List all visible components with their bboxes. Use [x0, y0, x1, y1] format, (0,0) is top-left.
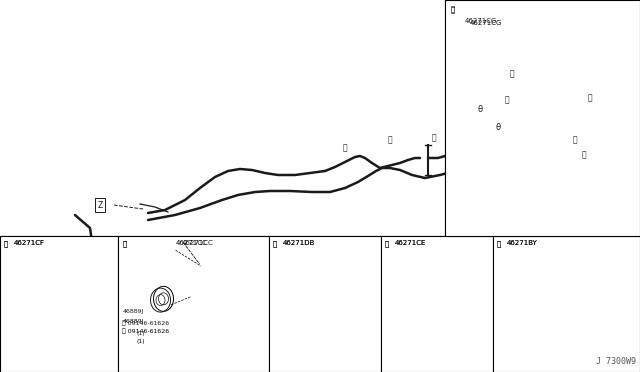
Bar	[48, 296, 63, 306]
Text: 46889J: 46889J	[122, 319, 144, 324]
Text: Ⓝ: Ⓝ	[342, 144, 348, 153]
Bar	[426, 308, 440, 317]
Bar	[312, 300, 329, 308]
Bar	[329, 305, 334, 309]
Bar	[48, 308, 63, 317]
Text: Ⓑ 09146-61626: Ⓑ 09146-61626	[122, 320, 170, 326]
Bar	[269, 236, 381, 372]
Bar	[214, 291, 227, 299]
Bar	[312, 291, 329, 299]
Bar	[0, 236, 118, 372]
Text: Ⓞ: Ⓞ	[122, 240, 127, 247]
Bar	[216, 292, 230, 300]
Bar	[48, 294, 63, 303]
Text: Ⓝ: Ⓝ	[4, 240, 8, 247]
Text: 46271CC: 46271CC	[175, 240, 207, 246]
Text: (1): (1)	[136, 339, 145, 344]
Text: Ⓟ: Ⓟ	[432, 134, 436, 142]
Bar	[0, 236, 118, 372]
Bar	[269, 236, 381, 372]
Bar	[48, 305, 63, 315]
Bar	[440, 296, 445, 300]
Bar	[440, 299, 445, 303]
Bar	[312, 303, 329, 311]
Bar	[63, 296, 68, 300]
Text: Ⓠ: Ⓠ	[385, 240, 389, 247]
Text: 46271CG: 46271CG	[465, 18, 497, 24]
Bar	[214, 301, 227, 310]
Text: Ⓟ: Ⓟ	[509, 70, 515, 78]
Text: 46271CG: 46271CG	[470, 20, 502, 26]
Text: 46271BY: 46271BY	[507, 240, 538, 246]
Bar	[381, 236, 493, 372]
Bar	[440, 308, 445, 312]
Text: 46271BY: 46271BY	[507, 240, 538, 246]
Bar	[329, 302, 334, 306]
Text: 46889J: 46889J	[122, 309, 144, 314]
Bar	[230, 304, 234, 308]
Text: Ⓢ: Ⓢ	[451, 6, 455, 13]
Bar	[440, 311, 445, 314]
Text: Ⓡ: Ⓡ	[497, 240, 501, 247]
Bar	[329, 314, 334, 318]
Text: Ⓢ: Ⓢ	[451, 5, 455, 12]
Bar	[227, 304, 231, 307]
Bar	[329, 311, 334, 316]
Text: Ⓟ: Ⓟ	[273, 240, 277, 247]
Bar	[426, 296, 440, 306]
Text: Z: Z	[97, 201, 102, 209]
Text: Ⓠ: Ⓠ	[385, 240, 389, 247]
Bar	[572, 301, 577, 307]
Text: Ⓞ: Ⓞ	[122, 240, 127, 247]
Text: Ⓑ 09146-61626: Ⓑ 09146-61626	[122, 329, 170, 334]
Bar	[445, 0, 640, 236]
Bar	[329, 292, 334, 297]
Bar	[426, 294, 440, 303]
Text: Ⓟ: Ⓟ	[273, 240, 277, 247]
Bar	[426, 305, 440, 315]
Text: Ⓡ: Ⓡ	[588, 93, 592, 103]
Text: θ: θ	[477, 106, 483, 115]
Text: 46271CF: 46271CF	[14, 240, 45, 246]
Bar	[329, 295, 334, 299]
Bar	[63, 308, 68, 312]
Bar	[312, 312, 329, 320]
Text: 46271CE: 46271CE	[395, 240, 426, 246]
Bar	[230, 294, 234, 298]
Text: Ⓞ: Ⓞ	[388, 135, 392, 144]
Bar	[216, 302, 230, 310]
Bar	[381, 236, 493, 372]
Bar	[63, 311, 68, 314]
Bar	[493, 236, 640, 372]
Bar	[63, 299, 68, 303]
Text: 46271CC: 46271CC	[182, 240, 213, 246]
Text: 46271CE: 46271CE	[395, 240, 426, 246]
Text: Ⓢ: Ⓢ	[573, 135, 577, 144]
Text: 46271DB: 46271DB	[283, 240, 315, 246]
Bar	[118, 236, 269, 372]
Text: Ⓝ: Ⓝ	[4, 240, 8, 247]
Bar	[312, 310, 329, 318]
Text: (1): (1)	[136, 331, 145, 336]
Bar	[556, 298, 572, 316]
Text: J 7300W9: J 7300W9	[596, 357, 636, 366]
Text: Ⓠ: Ⓠ	[505, 96, 509, 105]
Bar	[556, 295, 572, 313]
Bar	[493, 236, 640, 372]
Text: 46271DB: 46271DB	[283, 240, 315, 246]
Bar	[572, 304, 577, 310]
Bar	[445, 0, 640, 236]
Bar	[118, 236, 269, 372]
Text: 46271CF: 46271CF	[14, 240, 45, 246]
Bar	[312, 293, 329, 302]
Text: θ: θ	[495, 124, 500, 132]
Text: Ⓢ: Ⓢ	[582, 151, 587, 160]
Text: Ⓡ: Ⓡ	[497, 240, 501, 247]
Bar	[227, 293, 231, 297]
